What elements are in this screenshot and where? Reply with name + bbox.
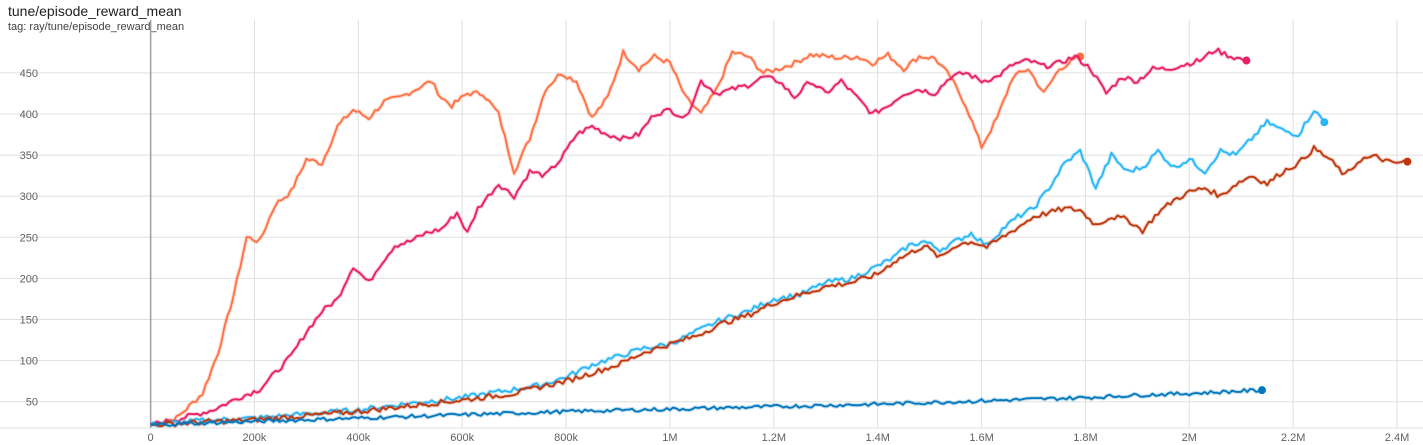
x-tick-label: 1.8M: [1073, 432, 1097, 444]
series-line-shadow: [150, 46, 1247, 427]
series-line[interactable]: [150, 145, 1408, 428]
x-tick-label: 400k: [346, 432, 370, 444]
chart-header: tune/episode_reward_mean tag: ray/tune/e…: [8, 3, 184, 34]
y-tick-label: 200: [20, 273, 38, 285]
series-end-marker[interactable]: [1258, 386, 1267, 395]
y-tick-label: 250: [20, 232, 38, 244]
x-tick-label: 600k: [450, 432, 474, 444]
y-tick-label: 150: [20, 314, 38, 326]
y-tick-label: 100: [20, 356, 38, 368]
y-tick-label: 350: [20, 150, 38, 162]
x-axis: 0 200k 400k 600k 800k 1M 1.2M 1.4M 1.6M 1.8M 2M 2.2…: [148, 432, 1410, 444]
chart-title: tune/episode_reward_mean: [8, 3, 182, 19]
x-tick-label: 800k: [554, 432, 578, 444]
x-tick-label: 1.6M: [969, 432, 993, 444]
x-tick-label: 1.4M: [865, 432, 889, 444]
y-tick-label: 400: [20, 109, 38, 121]
series-line-shadow: [149, 109, 1326, 428]
grid: [0, 20, 1423, 429]
series-end-marker[interactable]: [1403, 157, 1412, 166]
x-tick-label: 2M: [1182, 432, 1197, 444]
x-tick-label: 1M: [662, 432, 677, 444]
x-tick-label: 2.4M: [1385, 432, 1409, 444]
chart-tag: tag: ray/tune/episode_reward_mean: [8, 21, 185, 33]
series-group: [149, 46, 1412, 429]
series-line[interactable]: [150, 49, 1081, 426]
y-axis: 50 100 150 200 250 300 350 400 450: [20, 68, 38, 409]
x-tick-label: 2.2M: [1281, 432, 1305, 444]
series-line[interactable]: [150, 388, 1263, 427]
y-tick-label: 450: [20, 68, 38, 80]
series-line[interactable]: [150, 47, 1247, 426]
series-end-marker[interactable]: [1242, 56, 1251, 65]
y-tick-label: 50: [26, 397, 38, 409]
y-tick-label: 300: [20, 191, 38, 203]
series-line[interactable]: [150, 110, 1326, 427]
x-tick-label: 1.2M: [762, 432, 786, 444]
x-tick-label: 0: [148, 432, 154, 444]
x-tick-label: 200k: [243, 432, 267, 444]
series-line-shadow: [150, 144, 1409, 429]
series-end-marker[interactable]: [1320, 118, 1329, 127]
